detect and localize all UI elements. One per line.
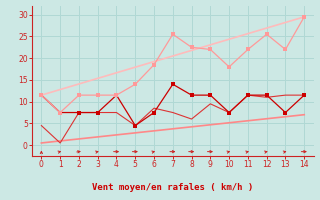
- X-axis label: Vent moyen/en rafales ( km/h ): Vent moyen/en rafales ( km/h ): [92, 183, 253, 192]
